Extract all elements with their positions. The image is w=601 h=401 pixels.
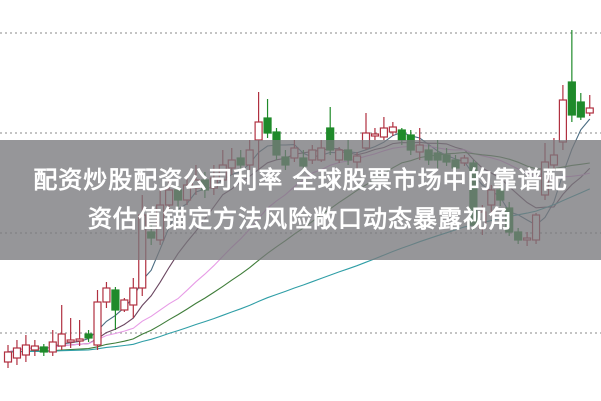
candle-body [370,133,380,137]
candle-body [3,351,13,363]
candle-body [102,287,111,303]
candle-body [93,301,102,346]
candle-body [120,299,129,311]
candle-body [397,129,406,141]
candle-up [12,340,22,365]
candle-down [263,99,272,138]
candle-up [388,122,397,136]
candle-up [379,117,388,140]
candle-body [66,339,75,343]
candle-body [263,117,272,134]
candle-up [30,340,39,356]
candle-up [370,128,380,140]
candle-down [111,287,120,330]
candle-up [21,335,30,362]
banner-title-line-2: 资估值锚定方法风险敞口动态暴露视角 [88,205,513,233]
candle-up [75,320,84,346]
candle-down [567,30,576,122]
candle-body [12,347,22,359]
candle-body [379,127,388,138]
candle-up [120,298,129,312]
candle-body [567,81,576,116]
candle-body [111,289,120,311]
candle-body [75,338,84,342]
candle-body [57,333,66,347]
candle-up [48,330,57,356]
candle-up [129,278,138,318]
banner-title-line-1: 配资炒股配资公司利率 全球股票市场中的靠谱配 [33,166,568,194]
candle-body [84,333,93,339]
candle-body [30,345,39,351]
candle-body [254,121,263,141]
candle-up [93,290,102,350]
candle-up [585,95,594,116]
candle-down [39,344,48,356]
candle-body [21,344,30,356]
candle-up [66,318,75,348]
candle-down [576,93,585,120]
candle-body [39,346,48,353]
candle-body [585,107,594,114]
candle-body [129,287,138,306]
candle-body [48,341,57,353]
candle-body [576,101,585,118]
title-banner: 配资炒股配资公司利率 全球股票市场中的靠谱配 资估值锚定方法风险敞口动态暴露视角 [0,140,601,260]
candle-down [84,330,93,342]
candle-body [388,126,397,133]
candle-body [558,99,568,143]
candle-up [3,345,13,368]
candle-up [102,282,111,308]
candle-up [57,305,66,350]
